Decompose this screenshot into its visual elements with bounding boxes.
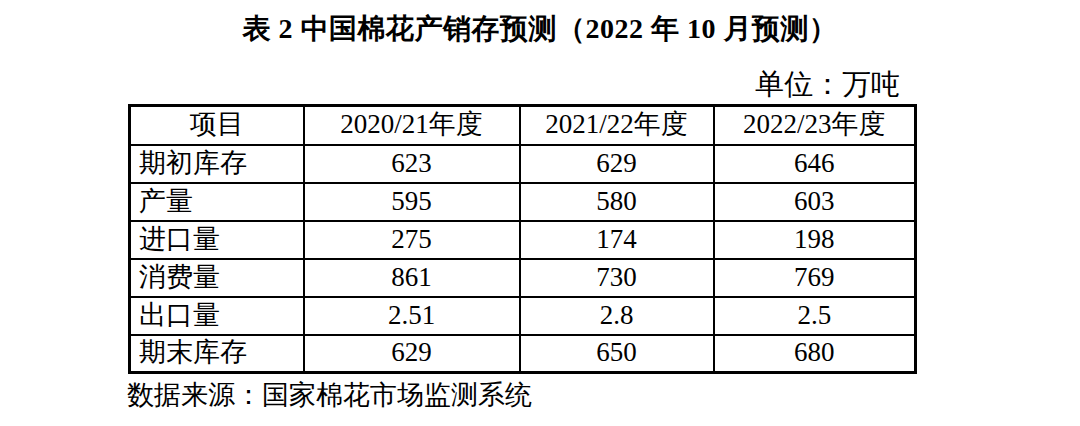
value-cell: 629 [520,145,714,183]
value-cell: 580 [520,183,714,221]
value-cell: 629 [304,335,520,373]
table-header-row: 项目 2020/21年度 2021/22年度 2022/23年度 [130,106,916,145]
value-cell: 646 [714,145,916,183]
header-cell-2020-21: 2020/21年度 [304,106,520,145]
cotton-forecast-table: 项目 2020/21年度 2021/22年度 2022/23年度 期初库存 62… [128,104,917,374]
row-label-cell: 进口量 [130,221,304,259]
table-row-production: 产量 595 580 603 [130,183,916,221]
value-cell: 275 [304,221,520,259]
table-row-exports: 出口量 2.51 2.8 2.5 [130,297,916,335]
value-cell: 603 [714,183,916,221]
value-cell: 174 [520,221,714,259]
value-cell: 2.51 [304,297,520,335]
table-row-consumption: 消费量 861 730 769 [130,259,916,297]
value-cell: 595 [304,183,520,221]
value-cell: 730 [520,259,714,297]
value-cell: 198 [714,221,916,259]
row-label-cell: 出口量 [130,297,304,335]
table-row-imports: 进口量 275 174 198 [130,221,916,259]
unit-label: 单位：万吨 [128,66,914,102]
header-cell-2021-22: 2021/22年度 [520,106,714,145]
source-note: 数据来源：国家棉花市场监测系统 [127,377,1080,413]
page-title: 表 2 中国棉花产销存预测（2022 年 10 月预测） [0,0,1080,47]
value-cell: 2.8 [520,297,714,335]
row-label-cell: 消费量 [130,259,304,297]
row-label-cell: 期末库存 [130,335,304,373]
table-row-ending-stock: 期末库存 629 650 680 [130,335,916,373]
row-label-cell: 产量 [130,183,304,221]
value-cell: 861 [304,259,520,297]
value-cell: 650 [520,335,714,373]
header-cell-item: 项目 [130,106,304,145]
value-cell: 769 [714,259,916,297]
header-cell-2022-23: 2022/23年度 [714,106,916,145]
table-row-beginning-stock: 期初库存 623 629 646 [130,145,916,183]
row-label-cell: 期初库存 [130,145,304,183]
value-cell: 2.5 [714,297,916,335]
value-cell: 623 [304,145,520,183]
value-cell: 680 [714,335,916,373]
